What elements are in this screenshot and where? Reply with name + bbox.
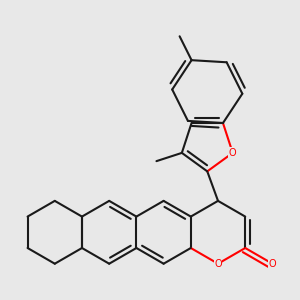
Text: O: O xyxy=(214,259,222,269)
Text: O: O xyxy=(268,259,276,269)
Text: O: O xyxy=(229,148,236,158)
